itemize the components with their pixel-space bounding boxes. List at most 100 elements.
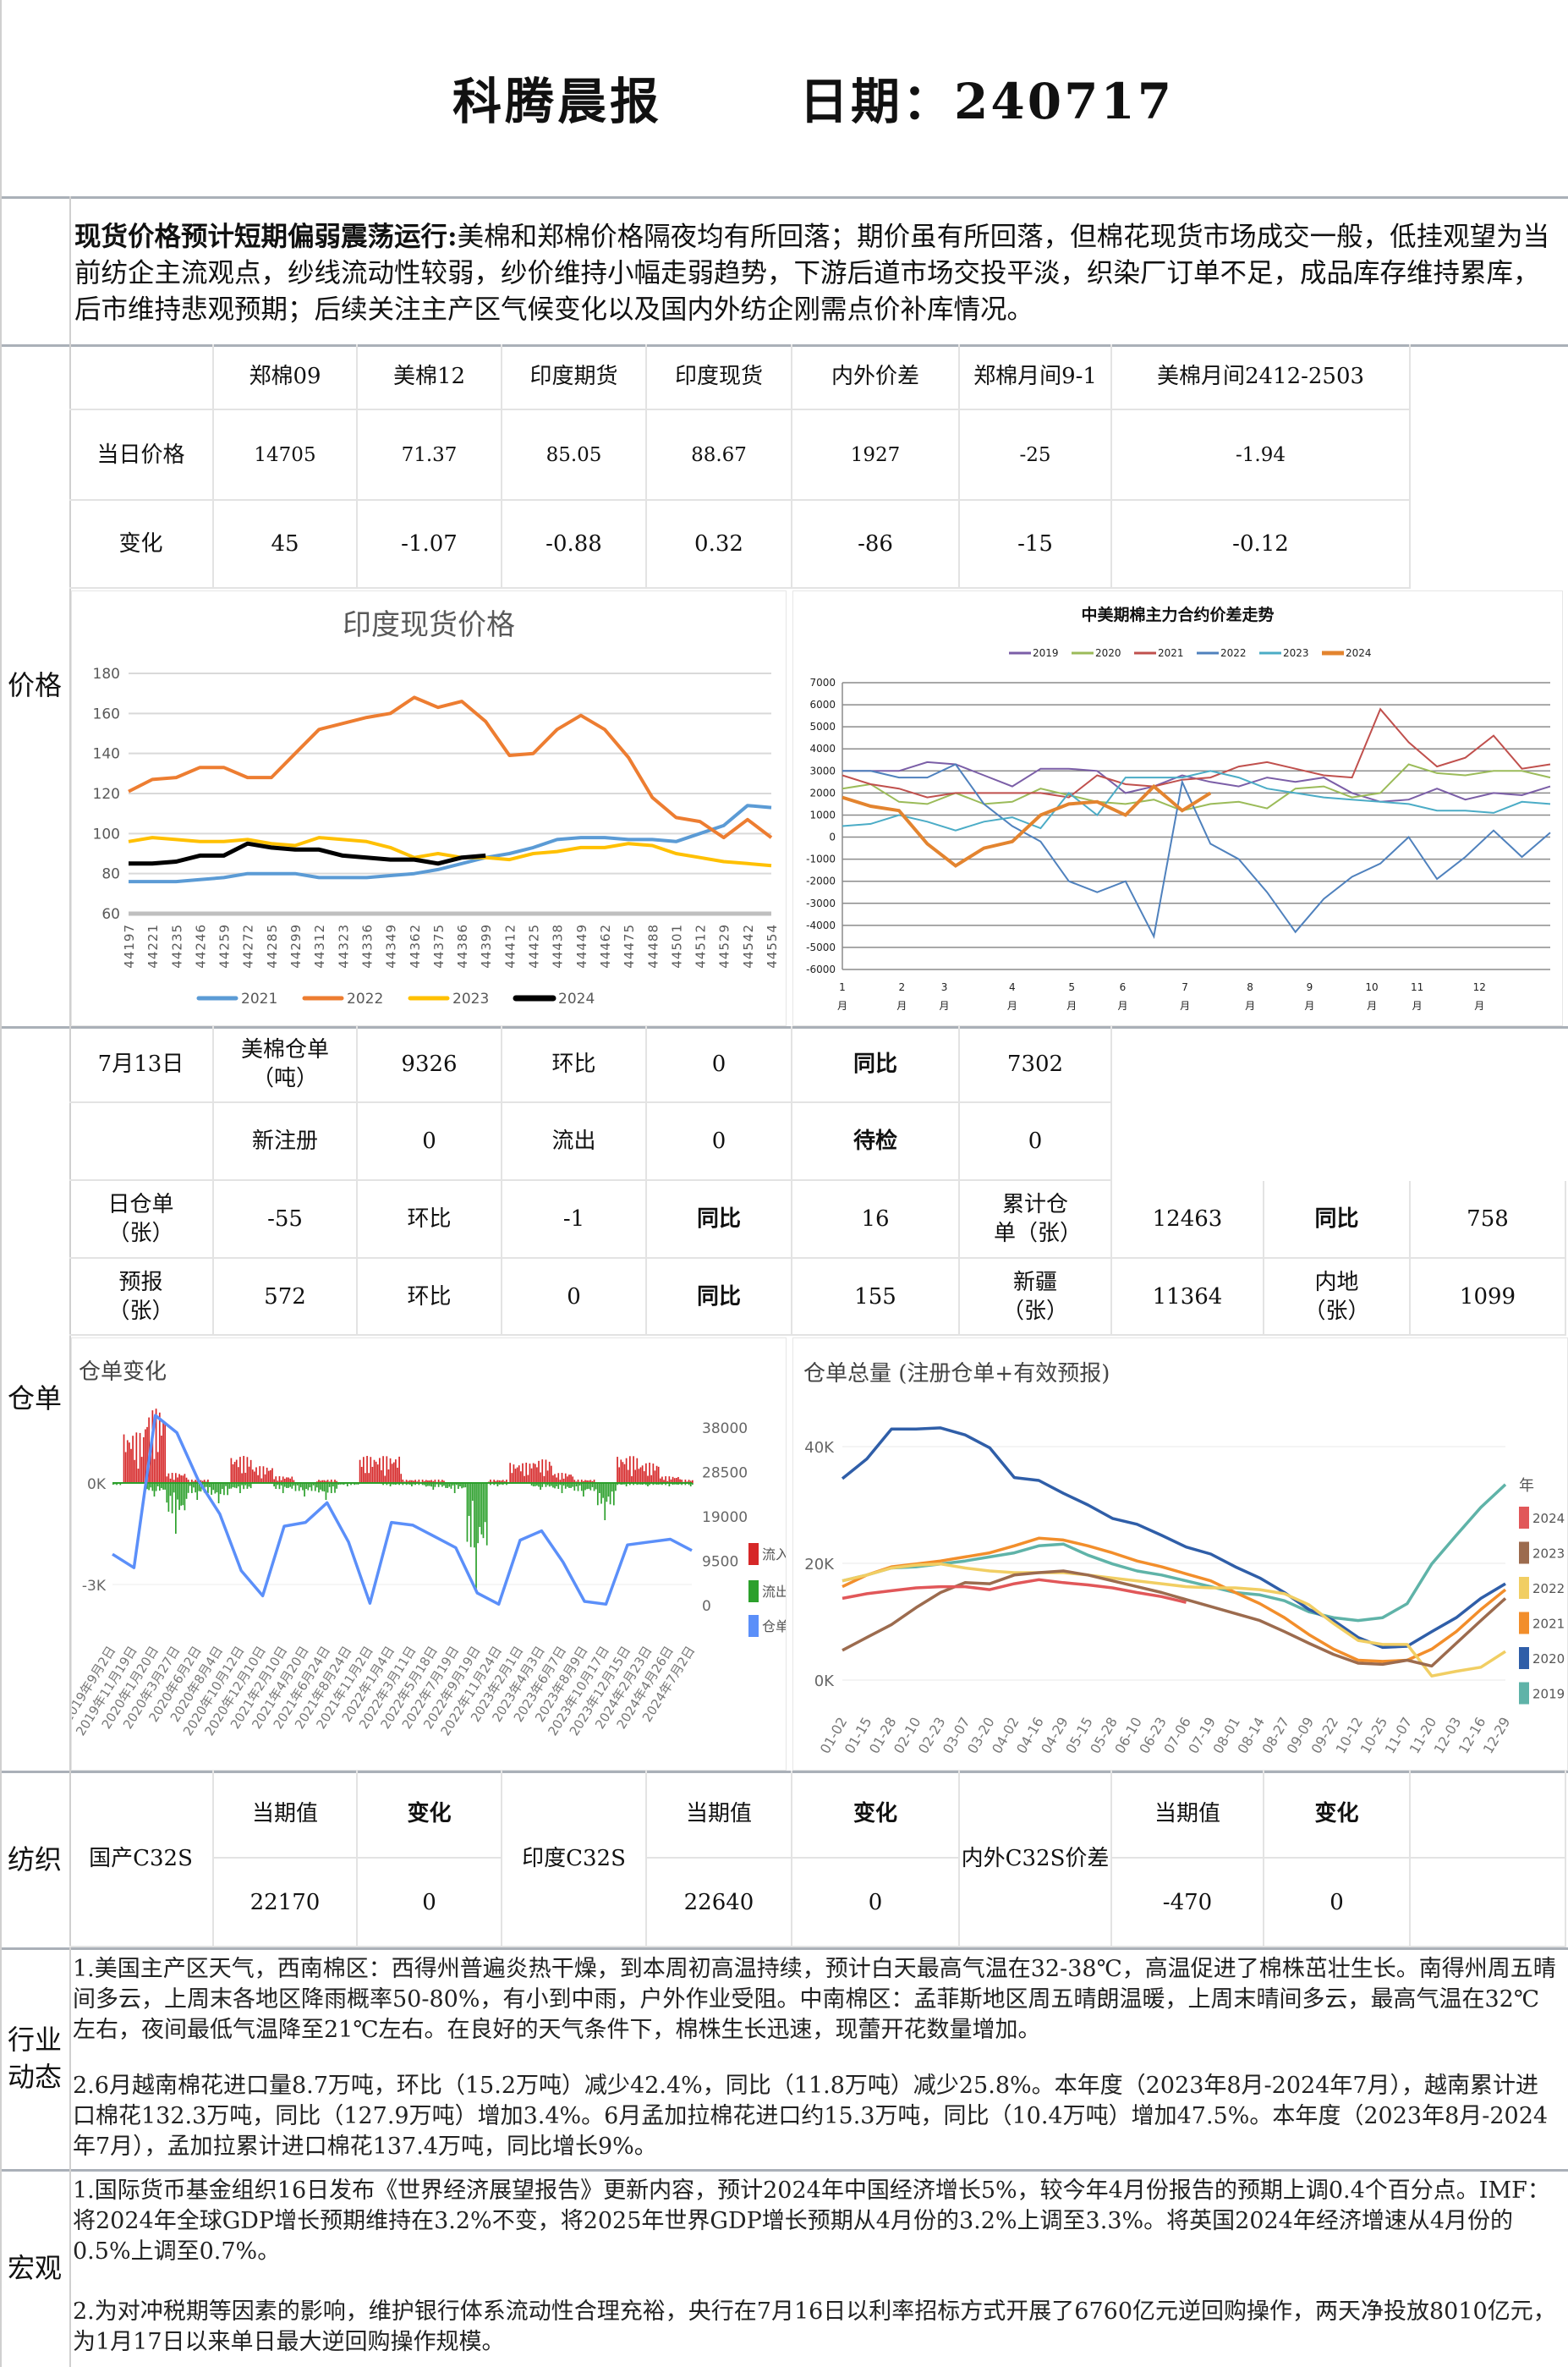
legend-label: 2021 [1532,1617,1565,1632]
outflow-bar [588,1483,590,1489]
outflow-bar [389,1483,392,1486]
inflow-bar [647,1475,649,1483]
x-tick-label: 8 [1247,981,1253,993]
wh-cell: 内地（张） [1264,1259,1411,1336]
x-tick-label: 月 [1245,1000,1255,1012]
y-tick-label: 140 [93,746,120,763]
inflow-bar [589,1480,592,1483]
outflow-bar [540,1483,541,1490]
x-tick-label: 44399 [479,924,494,969]
outflow-bar [321,1483,324,1491]
inflow-bar [543,1475,546,1483]
outflow-bar [196,1483,199,1500]
outflow-bar [593,1483,595,1491]
outflow-bar [441,1483,443,1487]
inflow-bar [291,1476,293,1483]
inflow-bar [586,1480,588,1483]
legend-label: 2023 [1283,647,1309,659]
outflow-bar [219,1483,222,1495]
chart-title: 印度现货价格 [343,608,515,642]
price-cell: -25 [960,410,1112,501]
wh-cell: 美棉仓单（吨） [214,1026,358,1103]
inflow-bar [649,1463,650,1483]
legend-label: 2024 [1532,1511,1565,1526]
outflow-bar [538,1483,540,1487]
outflow-bar [146,1483,148,1490]
outflow-bar [681,1483,683,1486]
y-tick-label: 5000 [809,721,836,733]
outflow-bar [580,1483,583,1491]
textile-header: 当期值 [1112,1771,1264,1859]
outflow-bar [217,1483,220,1503]
outflow-bar [291,1483,293,1489]
inflow-bar [677,1476,679,1483]
outflow-bar [184,1483,186,1511]
legend-label: 2024 [1346,647,1372,659]
outflow-bar [169,1483,172,1497]
x-tick-label: 44501 [669,924,684,969]
x-tick-label: 44312 [312,924,327,969]
y-tick-label: 0K [814,1672,835,1690]
inflow-bar [264,1474,266,1483]
outflow-bar [629,1483,631,1486]
legend-swatch-2022 [1519,1577,1529,1599]
outflow-bar [330,1483,332,1493]
outflow-bar [212,1483,215,1491]
inflow-bar [232,1464,234,1483]
inflow-bar [666,1480,669,1483]
outflow-bar [408,1483,411,1486]
x-tick-label: 44412 [502,924,518,969]
inflow-bar [334,1480,336,1483]
series-line-2020 [842,763,1551,812]
outflow-bar [305,1483,308,1490]
inflow-bar [246,1457,249,1483]
inflow-bar [498,1480,501,1483]
inflow-bar [254,1471,255,1483]
legend-swatch [748,1615,759,1637]
outflow-bar [205,1483,207,1487]
wh-cell: 环比 [502,1026,647,1103]
outflow-bar [645,1483,647,1486]
price-cell: 0.32 [647,501,792,589]
inflow-bar [243,1456,245,1483]
outflow-bar [173,1483,175,1493]
inflow-bar [362,1457,365,1483]
outflow-bar [309,1483,311,1488]
outflow-bar [641,1483,644,1486]
y-tick-label: -6000 [806,964,836,975]
outflow-bar [545,1483,547,1487]
inflow-bar [631,1475,633,1483]
outflow-bar [469,1483,472,1547]
outflow-bar [541,1483,544,1487]
outflow-bar [320,1483,321,1490]
series-line-2024 [842,783,1212,868]
wh-cell: 572 [214,1259,358,1336]
outflow-bar [414,1483,416,1486]
outflow-bar [429,1483,430,1486]
outflow-bar [346,1483,348,1486]
outflow-bar [633,1483,634,1486]
chart-plot: 0K-3K095001900028500380002019年9月2日2019年1… [72,1409,786,1738]
x-tick-label: 月 [837,1000,847,1012]
outflow-bar [182,1483,184,1506]
legend-swatch-2023 [1519,1541,1529,1564]
outflow-bar [237,1483,239,1487]
inflow-bar [639,1467,642,1483]
inflow-bar [541,1459,544,1483]
inflow-bar [139,1432,141,1483]
outflow-bar [221,1483,223,1490]
outflow-bar [534,1483,536,1486]
x-tick-label: 44285 [265,924,280,969]
inflow-bar [164,1421,167,1483]
inflow-bar [365,1473,366,1483]
outflow-bar [325,1483,327,1500]
inflow-bar [134,1459,136,1483]
legend-label: 2024 [558,991,595,1008]
inflow-bar [692,1480,694,1483]
outflow-bar [556,1483,558,1486]
outflow-bar [398,1483,400,1486]
price-header: 印度期货 [502,344,647,410]
price-cell: 85.05 [502,410,647,501]
inflow-bar [443,1480,445,1483]
legend-label: 2019 [1033,647,1059,659]
